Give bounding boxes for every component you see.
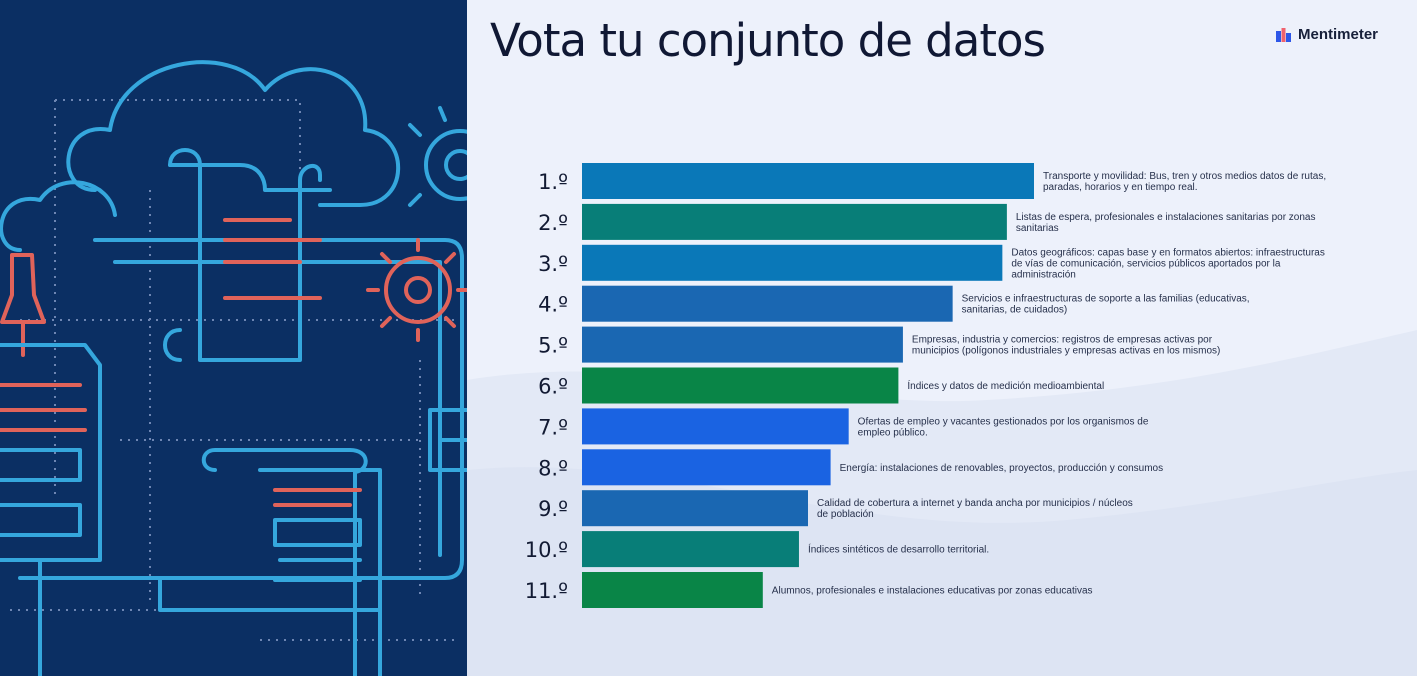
slide-panel: Vota tu conjunto de datos Mentimeter 1.º… xyxy=(467,0,1417,676)
category-label: Energía: instalaciones de renovables, pr… xyxy=(840,463,1164,474)
mentimeter-brand: Mentimeter xyxy=(1276,26,1378,43)
bar xyxy=(582,408,849,445)
mentimeter-logo-icon xyxy=(1276,27,1291,42)
category-label: Ofertas de empleo y vacantes gestionados… xyxy=(858,416,1149,438)
gear-icon xyxy=(408,106,496,207)
rank-label: 11.º xyxy=(525,579,568,603)
rank-label: 4.º xyxy=(538,293,568,317)
ranking-bar-chart: 1.º Transporte y movilidad: Bus, tren y o… xyxy=(525,163,1326,608)
bar xyxy=(582,163,1034,199)
illustration-panel: .ln { fill: none; stroke: #35a7dd; strok… xyxy=(0,0,496,678)
tech-illustration: .ln { fill: none; stroke: #35a7dd; strok… xyxy=(0,60,496,678)
rank-label: 1.º xyxy=(538,170,568,194)
rank-label: 5.º xyxy=(538,334,568,358)
slide-title: Vota tu conjunto de datos xyxy=(490,14,1046,67)
category-label: Alumnos, profesionales e instalaciones e… xyxy=(772,586,1093,597)
bar xyxy=(582,531,799,568)
bar xyxy=(582,285,953,322)
bar xyxy=(582,490,808,527)
server-icon xyxy=(0,408,469,678)
document-scroll-icon xyxy=(163,148,332,362)
bar xyxy=(582,367,899,404)
rank-label: 9.º xyxy=(538,497,568,521)
rank-label: 6.º xyxy=(538,375,568,399)
bar xyxy=(582,244,1003,281)
rank-label: 3.º xyxy=(538,252,568,276)
category-label: Datos geográficos: capas base y en forma… xyxy=(1011,247,1325,280)
brand-name: Mentimeter xyxy=(1298,26,1379,43)
category-label: Servicios e infraestructuras de soporte … xyxy=(962,294,1250,316)
rank-label: 8.º xyxy=(538,456,568,480)
rank-label: 10.º xyxy=(525,538,568,562)
category-label: Transporte y movilidad: Bus, tren y otro… xyxy=(1043,171,1326,193)
cloud-icon xyxy=(0,60,401,252)
bar xyxy=(582,203,1007,240)
category-label: Empresas, industria y comercios: registr… xyxy=(912,335,1220,357)
pushpin-icon xyxy=(0,253,46,357)
category-label: Índices y datos de medición medioambient… xyxy=(907,379,1104,392)
category-label: Calidad de cobertura a internet y banda … xyxy=(817,498,1133,520)
category-label: Índices sintéticos de desarrollo territo… xyxy=(808,543,989,556)
rank-label: 7.º xyxy=(538,415,568,439)
rank-label: 2.º xyxy=(538,211,568,235)
document-scroll-icon xyxy=(201,448,382,678)
document-card-icon xyxy=(0,343,102,562)
bar xyxy=(582,449,831,486)
bar xyxy=(582,572,763,608)
category-label: Listas de espera, profesionales e instal… xyxy=(1016,212,1316,234)
monitor-icon xyxy=(18,238,464,612)
bar xyxy=(582,326,903,363)
gear-icon xyxy=(366,238,470,342)
